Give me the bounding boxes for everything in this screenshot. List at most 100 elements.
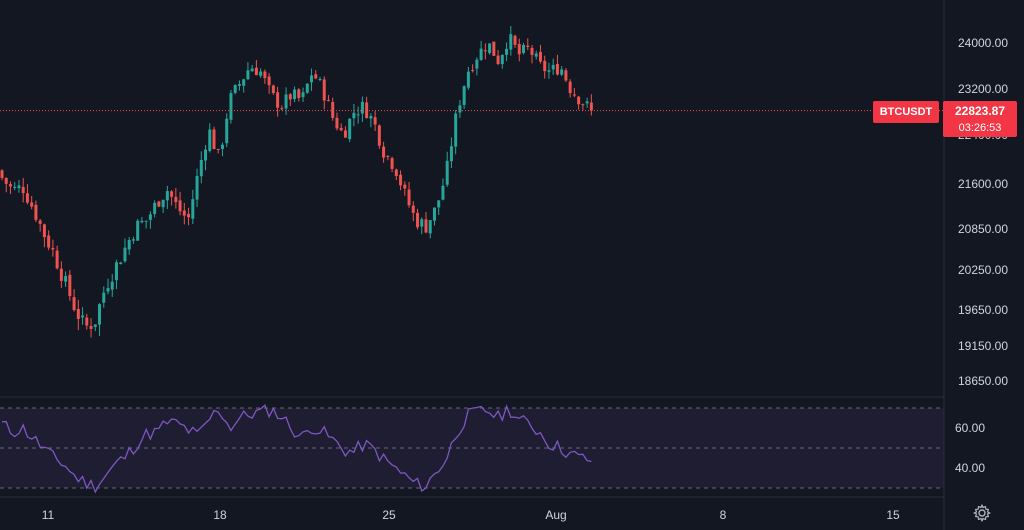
candle-body bbox=[390, 158, 394, 169]
candle-body bbox=[72, 297, 76, 310]
candle-body bbox=[560, 69, 564, 75]
candle-body bbox=[216, 149, 220, 151]
candle-body bbox=[276, 92, 280, 108]
gear-icon[interactable] bbox=[972, 503, 992, 523]
candle-body bbox=[271, 85, 275, 94]
candle-body bbox=[492, 41, 496, 56]
candle-body bbox=[81, 315, 85, 318]
candle-body bbox=[8, 184, 12, 187]
candle-body bbox=[259, 71, 263, 76]
symbol-badge: BTCUSDT bbox=[873, 101, 939, 123]
price-tick-label: 19150.00 bbox=[958, 339, 1008, 353]
candle-body bbox=[76, 308, 80, 319]
candle-body bbox=[131, 239, 135, 241]
candle-body bbox=[136, 220, 140, 241]
candle-body bbox=[157, 201, 161, 207]
candle-body bbox=[568, 81, 572, 94]
last-price-badge: 22823.87 03:26:53 bbox=[943, 101, 1017, 137]
candle-body bbox=[165, 191, 169, 201]
candle-body bbox=[343, 130, 347, 138]
candle-body bbox=[479, 48, 483, 60]
candle-body bbox=[407, 189, 411, 206]
candle-body bbox=[293, 89, 297, 100]
candle-body bbox=[59, 268, 63, 281]
rsi-panel bbox=[0, 403, 944, 494]
candle-body bbox=[140, 220, 144, 223]
candle-body bbox=[68, 274, 72, 297]
candle-body bbox=[441, 185, 445, 200]
candle-body bbox=[538, 51, 542, 62]
rsi-tick-label: 40.00 bbox=[955, 461, 985, 475]
candle-body bbox=[322, 79, 326, 101]
candle-body bbox=[127, 239, 131, 250]
candle-body bbox=[254, 67, 258, 76]
candle-body bbox=[148, 214, 152, 220]
candle-body bbox=[195, 176, 199, 200]
candle-body bbox=[564, 70, 568, 81]
candle-body bbox=[585, 101, 589, 104]
candle-body bbox=[513, 35, 517, 45]
candle-body bbox=[30, 202, 34, 207]
candle-body bbox=[432, 207, 436, 221]
candle-body bbox=[144, 220, 148, 222]
candle-body bbox=[530, 47, 534, 55]
candle-body bbox=[356, 114, 360, 116]
candle-body bbox=[17, 185, 21, 189]
candle-body bbox=[428, 220, 432, 234]
candle-body bbox=[301, 92, 305, 98]
candle-body bbox=[462, 86, 466, 105]
candle-body bbox=[55, 250, 59, 269]
candle-body bbox=[237, 84, 241, 86]
price-tick-label: 23200.00 bbox=[958, 82, 1008, 96]
candle-body bbox=[377, 125, 381, 146]
price-tick-label: 18650.00 bbox=[958, 374, 1008, 388]
candle-body bbox=[89, 325, 93, 329]
candle-body bbox=[403, 184, 407, 189]
candle-body bbox=[187, 213, 191, 218]
candle-body bbox=[589, 102, 593, 111]
candle-body bbox=[517, 43, 521, 55]
time-tick-label: 15 bbox=[886, 508, 900, 522]
last-price-value: 22823.87 bbox=[954, 104, 1006, 118]
candle-body bbox=[305, 83, 309, 93]
candle-body bbox=[64, 276, 68, 282]
candle-body bbox=[110, 281, 114, 290]
candle-body bbox=[182, 210, 186, 216]
candle-body bbox=[551, 64, 555, 70]
candle-body bbox=[98, 304, 102, 325]
candle-body bbox=[399, 174, 403, 186]
candle-body bbox=[0, 170, 4, 179]
candle-body bbox=[572, 94, 576, 96]
price-axis: 24000.0023200.0022400.0021600.0020850.00… bbox=[958, 36, 1008, 388]
candle-body bbox=[543, 60, 547, 72]
candle-body bbox=[483, 50, 487, 52]
candle-body bbox=[534, 53, 538, 57]
candle-body bbox=[509, 34, 513, 50]
candle-body bbox=[496, 55, 500, 64]
candle-body bbox=[38, 220, 42, 224]
candle-body bbox=[458, 105, 462, 113]
candle-body bbox=[505, 48, 509, 55]
candle-body bbox=[466, 71, 470, 88]
candle-body bbox=[174, 196, 178, 203]
candle-body bbox=[246, 70, 250, 80]
rsi-axis: 60.00 40.00 bbox=[955, 421, 985, 475]
candle-body bbox=[500, 54, 504, 65]
candle-body bbox=[297, 89, 301, 98]
candle-body bbox=[225, 118, 229, 144]
candle-body bbox=[220, 144, 224, 149]
bar-countdown: 03:26:53 bbox=[958, 122, 1002, 134]
candle-body bbox=[547, 70, 551, 72]
time-tick-label: 18 bbox=[213, 508, 227, 522]
candle-body bbox=[280, 108, 284, 110]
price-tick-label: 21600.00 bbox=[958, 177, 1008, 191]
time-tick-label: 8 bbox=[720, 508, 727, 522]
candle-body bbox=[21, 187, 25, 194]
candle-body bbox=[208, 129, 212, 151]
candle-body bbox=[411, 205, 415, 213]
candle-body bbox=[526, 45, 530, 48]
candle-body bbox=[123, 247, 127, 262]
candle-body bbox=[449, 146, 453, 162]
candle-body bbox=[153, 202, 157, 214]
